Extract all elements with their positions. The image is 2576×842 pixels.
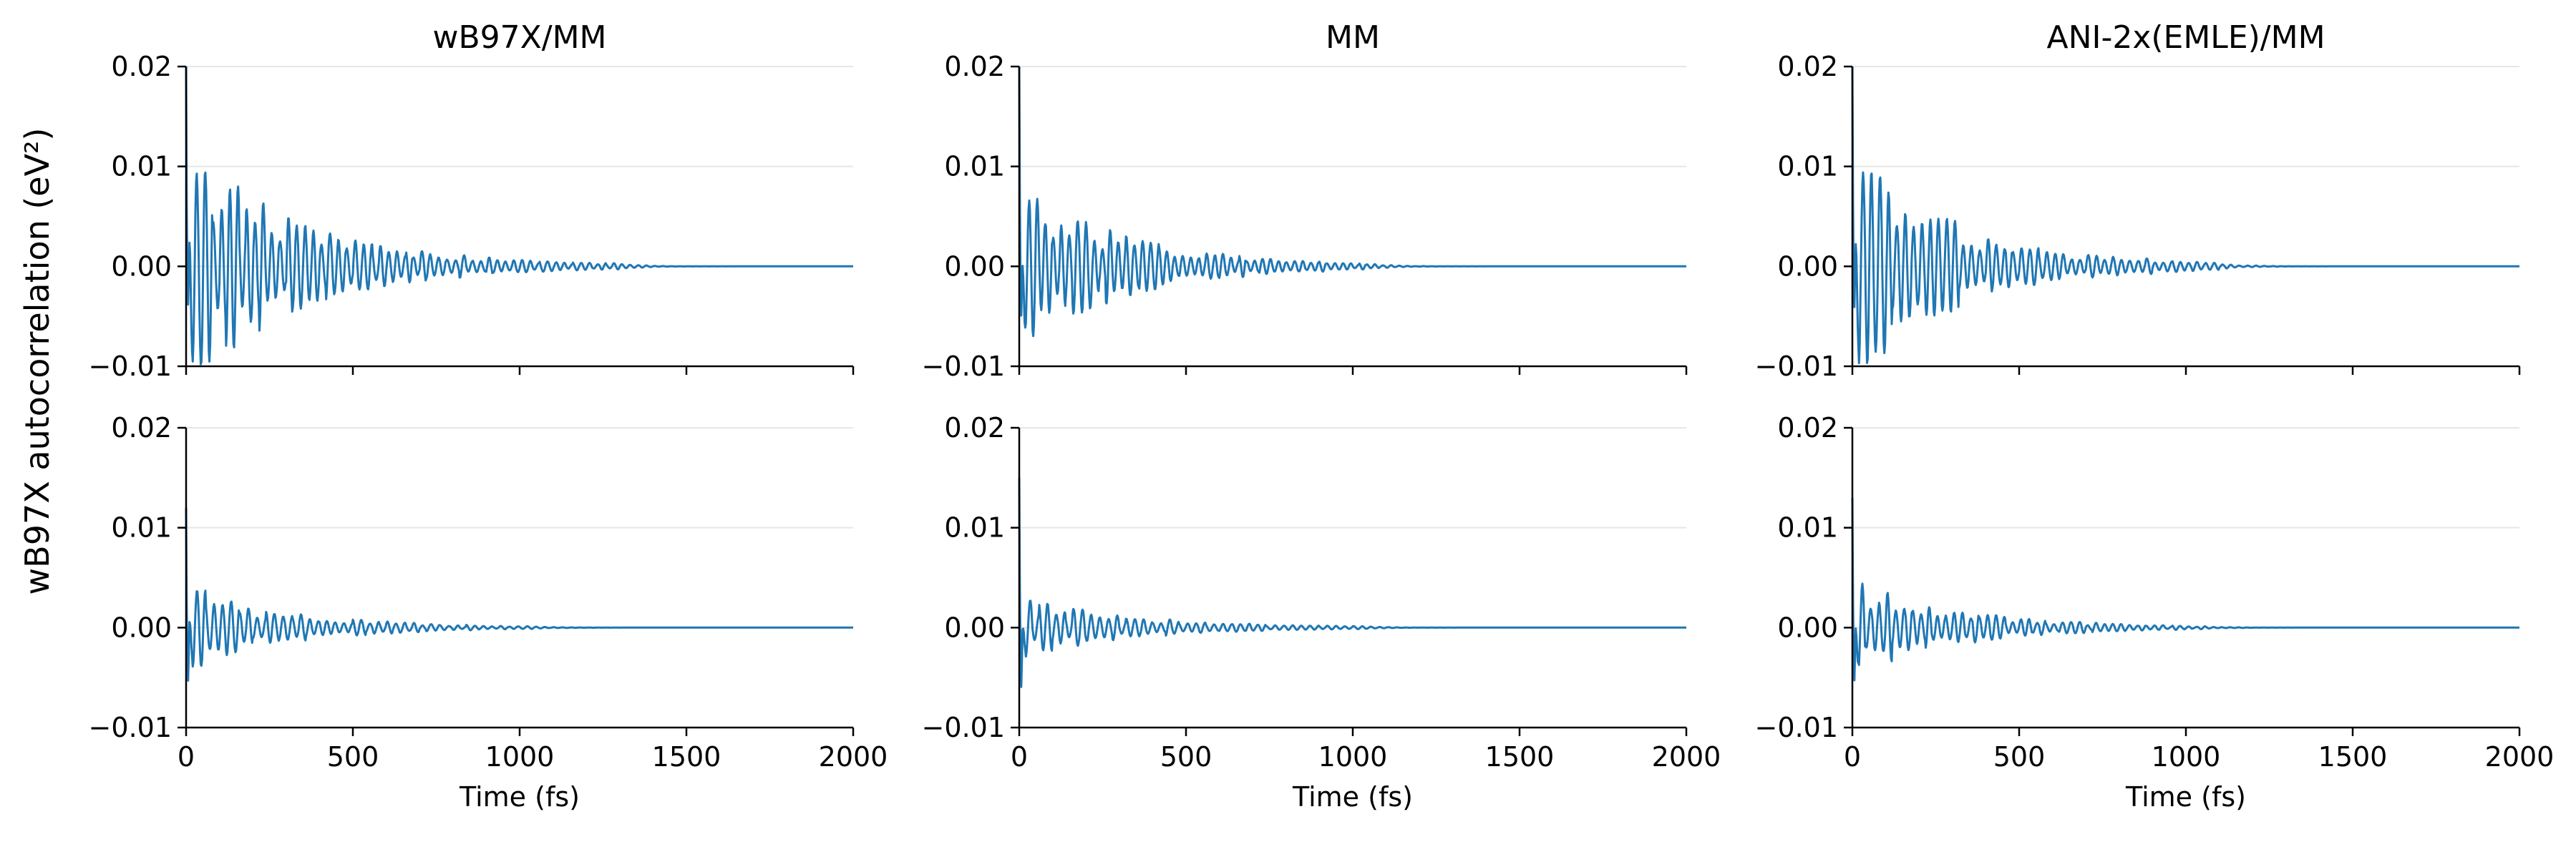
panel-1-2: −0.01 0.00 0.01 0.02 0 500 1000 1500 2000 Time (f… — [1755, 412, 2555, 813]
y-tick-label: −0.01 — [922, 712, 1005, 743]
series-line — [1851, 66, 2520, 365]
x-tick-label: 0 — [178, 741, 195, 773]
y-tick-label: 0.01 — [944, 151, 1005, 182]
x-tick-label: 1000 — [2152, 741, 2221, 773]
figure-ylabel: wB97X autocorrelation (eV²) — [18, 128, 57, 595]
y-tick-label: −0.01 — [1755, 712, 1838, 743]
y-tick-label: 0.00 — [1777, 612, 1838, 643]
y-tick-label: 0.01 — [1777, 512, 1838, 544]
panel-title: MM — [1326, 19, 1380, 56]
series-line — [185, 66, 854, 366]
panel-title: wB97X/MM — [432, 19, 606, 56]
y-tick-label: 0.02 — [111, 412, 172, 444]
x-tick-label: 1500 — [1485, 741, 1555, 773]
x-tick-label: 1500 — [2318, 741, 2388, 773]
y-tick-label: 0.02 — [944, 51, 1005, 82]
y-tick-label: −0.01 — [89, 712, 172, 743]
x-axis-label: Time (fs) — [2125, 781, 2246, 813]
x-axis-label: Time (fs) — [1292, 781, 1413, 813]
y-tick-label: 0.02 — [111, 51, 172, 82]
panel-0-0: −0.01 0.00 0.01 0.02 wB97X/MM — [89, 19, 855, 382]
panel-0-2: −0.01 0.00 0.01 0.02 ANI-2x(EMLE)/MM — [1755, 19, 2521, 382]
y-tick-label: 0.02 — [1777, 412, 1838, 444]
y-tick-label: 0.00 — [111, 250, 172, 282]
y-tick-label: −0.01 — [1755, 351, 1838, 382]
x-tick-label: 2000 — [2485, 741, 2555, 773]
x-tick-label: 500 — [327, 741, 379, 773]
x-tick-label: 500 — [1160, 741, 1212, 773]
series-line — [185, 507, 854, 682]
panel-0-1: −0.01 0.00 0.01 0.02 MM — [922, 19, 1688, 382]
y-tick-label: 0.02 — [1777, 51, 1838, 82]
y-tick-label: 0.00 — [1777, 250, 1838, 282]
series-line — [1851, 497, 2520, 682]
x-tick-label: 1500 — [652, 741, 721, 773]
x-tick-label: 0 — [1011, 741, 1028, 773]
y-tick-label: 0.01 — [111, 512, 172, 544]
y-tick-label: 0.01 — [1777, 151, 1838, 182]
x-axis-label: Time (fs) — [459, 781, 580, 813]
panel-title: ANI-2x(EMLE)/MM — [2046, 19, 2325, 56]
y-tick-label: −0.01 — [89, 351, 172, 382]
y-tick-label: 0.02 — [944, 412, 1005, 444]
y-tick-label: 0.00 — [944, 250, 1005, 282]
y-tick-label: 0.00 — [944, 612, 1005, 643]
series-line — [1018, 66, 1687, 338]
panel-1-0: −0.01 0.00 0.01 0.02 0 500 1000 1500 2000 Time (f… — [89, 412, 888, 813]
series-line — [1018, 477, 1687, 688]
panel-1-1: −0.01 0.00 0.01 0.02 0 500 1000 1500 2000 Time (f… — [922, 412, 1721, 813]
y-tick-label: 0.01 — [111, 151, 172, 182]
y-tick-label: −0.01 — [922, 351, 1005, 382]
x-tick-label: 0 — [1844, 741, 1861, 773]
x-tick-label: 2000 — [1652, 741, 1721, 773]
x-tick-label: 1000 — [1318, 741, 1388, 773]
x-tick-label: 500 — [1993, 741, 2046, 773]
y-tick-label: 0.01 — [944, 512, 1005, 544]
x-tick-label: 1000 — [485, 741, 555, 773]
x-tick-label: 2000 — [819, 741, 888, 773]
y-tick-label: 0.00 — [111, 612, 172, 643]
